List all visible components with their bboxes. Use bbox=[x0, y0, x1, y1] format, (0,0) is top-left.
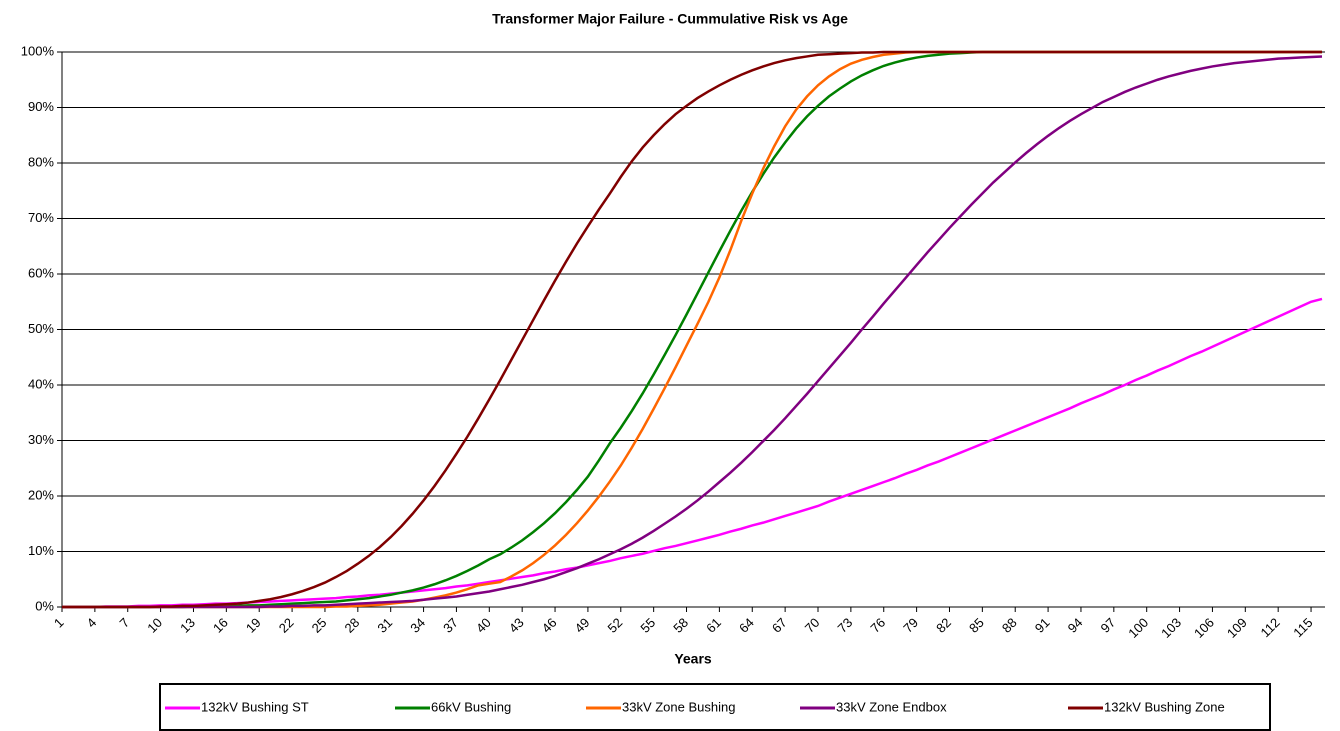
x-tick-label: 64 bbox=[736, 615, 757, 636]
y-tick-label: 10% bbox=[28, 543, 54, 558]
y-tick-label: 40% bbox=[28, 376, 54, 391]
legend-label: 66kV Bushing bbox=[431, 699, 511, 714]
x-tick-label: 91 bbox=[1032, 615, 1053, 636]
x-tick-label: 34 bbox=[407, 615, 428, 636]
x-tick-label: 100 bbox=[1125, 615, 1151, 641]
y-tick-label: 60% bbox=[28, 265, 54, 280]
x-tick-label: 112 bbox=[1257, 615, 1282, 640]
x-tick-label: 28 bbox=[342, 615, 363, 636]
y-tick-label: 80% bbox=[28, 154, 54, 169]
x-tick-label: 79 bbox=[900, 615, 921, 636]
x-tick-label: 85 bbox=[966, 615, 987, 636]
y-tick-label: 100% bbox=[21, 43, 55, 58]
x-tick-label: 13 bbox=[177, 615, 198, 636]
x-tick-label: 58 bbox=[670, 615, 691, 636]
x-tick-label: 43 bbox=[506, 615, 527, 636]
x-tick-label: 7 bbox=[117, 615, 133, 631]
legend-label: 132kV Bushing ST bbox=[201, 699, 309, 714]
y-tick-label: 0% bbox=[35, 598, 54, 613]
x-tick-label: 40 bbox=[473, 615, 494, 636]
x-axis-label: Years bbox=[674, 651, 712, 667]
series-line bbox=[62, 297, 1323, 609]
x-tick-label: 88 bbox=[999, 615, 1020, 636]
x-tick-label: 103 bbox=[1158, 615, 1184, 641]
x-tick-label: 19 bbox=[243, 615, 264, 636]
x-tick-label: 73 bbox=[835, 615, 856, 636]
x-tick-label: 10 bbox=[144, 615, 165, 636]
x-tick-label: 109 bbox=[1224, 615, 1250, 641]
x-tick-label: 106 bbox=[1191, 615, 1217, 641]
x-tick-label: 46 bbox=[539, 615, 560, 636]
x-tick-label: 31 bbox=[374, 615, 395, 636]
x-tick-label: 70 bbox=[802, 615, 823, 636]
legend-label: 132kV Bushing Zone bbox=[1104, 699, 1225, 714]
y-tick-label: 70% bbox=[28, 210, 54, 225]
x-tick-label: 4 bbox=[84, 615, 100, 631]
x-tick-label: 49 bbox=[572, 615, 593, 636]
y-tick-label: 90% bbox=[28, 99, 54, 114]
x-tick-label: 67 bbox=[769, 615, 790, 636]
y-tick-label: 30% bbox=[28, 432, 54, 447]
x-tick-label: 52 bbox=[604, 615, 625, 636]
x-tick-label: 22 bbox=[276, 615, 297, 636]
x-tick-label: 1 bbox=[51, 615, 67, 631]
series-line bbox=[62, 50, 1322, 609]
x-tick-label: 55 bbox=[637, 615, 658, 636]
legend-label: 33kV Zone Endbox bbox=[836, 699, 947, 714]
chart-title: Transformer Major Failure - Cummulative … bbox=[492, 11, 848, 27]
x-tick-label: 61 bbox=[703, 615, 724, 636]
x-tick-label: 16 bbox=[210, 615, 231, 636]
x-tick-label: 82 bbox=[933, 615, 954, 636]
x-tick-label: 97 bbox=[1098, 615, 1119, 636]
y-tick-label: 20% bbox=[28, 487, 54, 502]
x-tick-label: 76 bbox=[867, 615, 888, 636]
x-tick-label: 25 bbox=[309, 615, 330, 636]
x-tick-label: 115 bbox=[1290, 615, 1315, 640]
y-tick-label: 50% bbox=[28, 321, 54, 336]
legend-label: 33kV Zone Bushing bbox=[622, 699, 735, 714]
x-tick-label: 37 bbox=[440, 615, 461, 636]
x-tick-label: 94 bbox=[1065, 615, 1086, 636]
series-line bbox=[62, 55, 1323, 609]
